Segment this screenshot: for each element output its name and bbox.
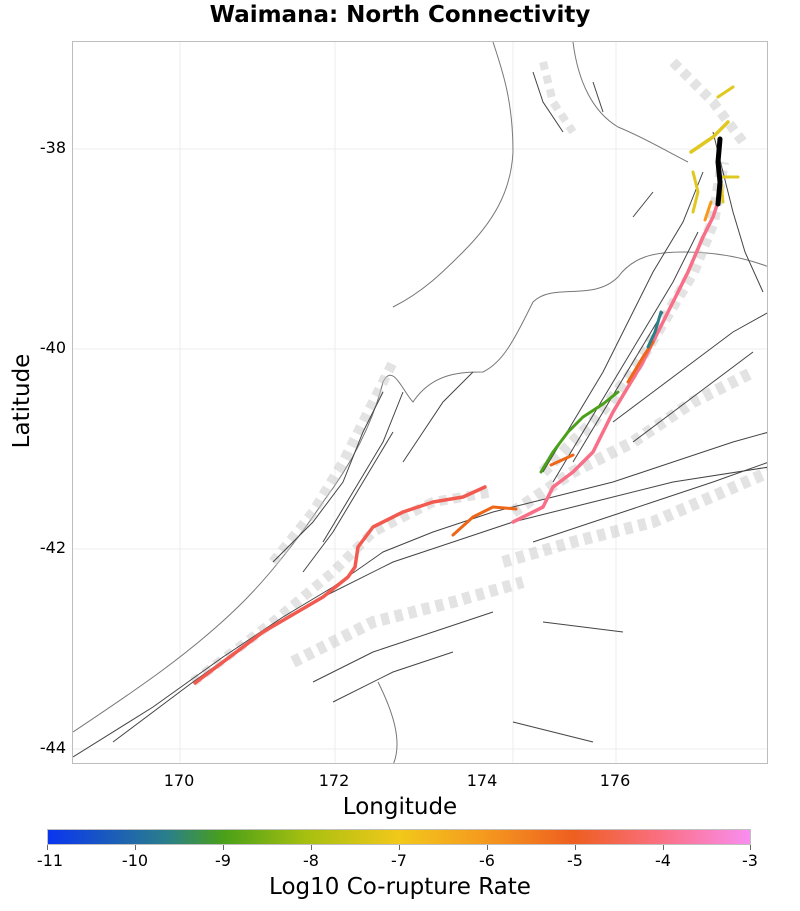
colorbar-tick-mark — [575, 845, 576, 850]
x-tick: 176 — [599, 771, 631, 790]
y-tick: -40 — [39, 338, 66, 357]
rupture-bay-of-plenty-1 — [689, 120, 730, 154]
colorbar-tick: -9 — [215, 851, 231, 870]
x-axis-label: Longitude — [342, 794, 458, 820]
colorbar-tick-mark — [750, 845, 751, 850]
y-tick: -44 — [39, 738, 66, 757]
colorbar-label: Log10 Co-rupture Rate — [269, 874, 531, 900]
y-tick: -42 — [39, 538, 66, 557]
rupture-bay-of-plenty-2 — [691, 85, 735, 214]
colorbar-tick: -3 — [742, 851, 758, 870]
colorbar-tick: -10 — [121, 851, 149, 870]
x-tick: 170 — [163, 771, 195, 790]
rupture-alpine — [193, 485, 487, 685]
gridlines — [73, 42, 767, 763]
y-axis-label: Latitude — [9, 353, 35, 449]
highlighted-ruptures — [193, 85, 740, 685]
colorbar-tick-mark — [47, 845, 48, 850]
rupture-awatere — [451, 505, 518, 537]
chart-title: Waimana: North Connectivity — [209, 2, 591, 28]
colorbar-tick: -6 — [479, 851, 495, 870]
colorbar-tick: -8 — [303, 851, 319, 870]
rupture-orange-north — [703, 200, 713, 222]
colorbar-tick-mark — [223, 845, 224, 850]
fault-map — [73, 42, 767, 763]
colorbar-tick: -7 — [391, 851, 407, 870]
x-tick: 174 — [466, 771, 498, 790]
colorbar-tick-mark — [311, 845, 312, 850]
colorbar-tick: -5 — [567, 851, 583, 870]
colorbar-tick: -11 — [36, 851, 64, 870]
rupture-clarence — [549, 340, 655, 467]
colorbar-tick-mark — [399, 845, 400, 850]
map-plot-area — [72, 41, 768, 764]
rupture-waimana-source — [715, 136, 723, 207]
colorbar-tick: -4 — [655, 851, 671, 870]
colorbar-tick-mark — [487, 845, 488, 850]
rupture-wairarapa — [539, 390, 620, 474]
colorbar — [47, 829, 751, 845]
fault-traces — [73, 71, 767, 758]
y-tick: -38 — [39, 138, 66, 157]
coastline — [73, 42, 767, 763]
rupture-wellington — [511, 200, 720, 524]
x-tick: 172 — [318, 771, 350, 790]
colorbar-tick-mark — [663, 845, 664, 850]
rupture-ruahine — [646, 310, 663, 349]
colorbar-tick-mark — [135, 845, 136, 850]
